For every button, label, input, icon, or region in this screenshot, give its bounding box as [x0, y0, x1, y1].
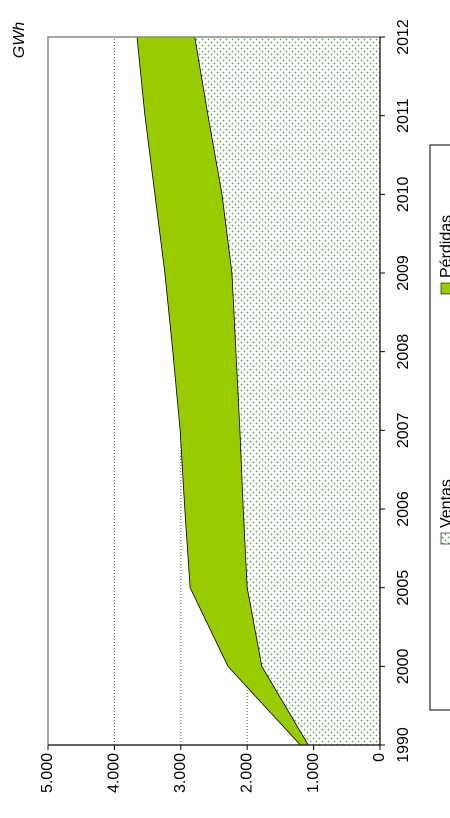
y-tick-label: 4.000: [106, 753, 123, 793]
legend-swatch: [440, 282, 450, 295]
y-tick-label: 0: [371, 753, 388, 762]
x-tick-label: 2009: [395, 255, 412, 291]
x-tick-label: 2005: [395, 570, 412, 606]
legend-box: [429, 144, 450, 711]
y-tick-label: 2.000: [238, 753, 255, 793]
x-tick-label: 2007: [395, 412, 412, 448]
legend-label: Ventas: [438, 479, 450, 528]
x-tick-label: 2012: [395, 19, 412, 55]
x-tick-label: 2006: [395, 491, 412, 527]
x-tick-label: 2000: [395, 648, 412, 684]
rotated-chart: GWh 0 1.000 2.000 3.000 4.000 5.000 1990 2000 20…: [11, 19, 450, 793]
legend-label: Pérdidas: [438, 215, 450, 278]
x-tick-label: 2011: [395, 98, 412, 133]
x-tick-label: 2008: [395, 334, 412, 370]
x-tick-label: 2010: [395, 176, 412, 212]
y-tick-label: 1.000: [305, 753, 322, 793]
y-tick-label: 5.000: [39, 753, 56, 793]
y-axis-label: GWh: [11, 22, 28, 59]
area: [194, 37, 380, 745]
y-tick-label: 3.000: [172, 753, 189, 793]
x-tick-label: 1990: [395, 727, 412, 763]
legend-swatch: [440, 532, 450, 545]
